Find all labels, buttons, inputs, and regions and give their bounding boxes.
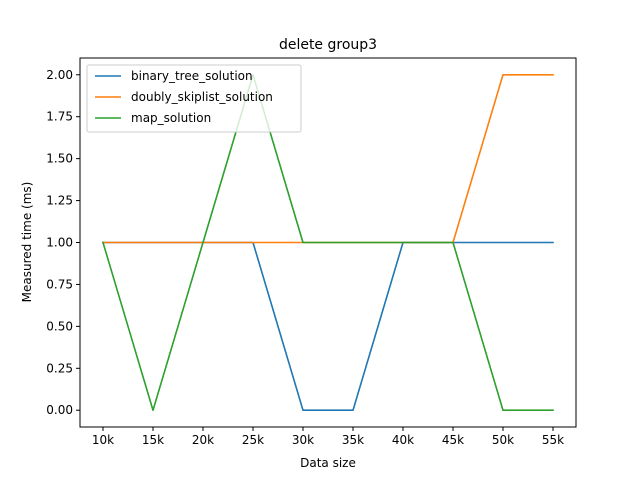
legend-label: binary_tree_solution	[131, 69, 253, 83]
series-layer	[102, 73, 554, 412]
y-tick-label: 0.00	[46, 403, 73, 417]
y-tick-label: 1.75	[46, 110, 73, 124]
series-line-map-solution	[102, 73, 554, 412]
y-tick-label: 0.25	[46, 361, 73, 375]
legend-label: map_solution	[131, 111, 211, 125]
legend: binary_tree_solution doubly_skiplist_solu…	[86, 64, 302, 133]
legend-frame	[86, 64, 302, 133]
x-tick-label: 50k	[492, 433, 514, 447]
x-tick-label: 35k	[342, 433, 364, 447]
y-tick-label: 1.00	[46, 236, 73, 250]
x-axis-ticks: 10k 15k 20k 25k 30k 35k 40k 45k 50k 55k	[92, 427, 564, 447]
y-tick-label: 2.00	[46, 68, 73, 82]
y-tick-label: 0.75	[46, 277, 73, 291]
x-tick-label: 15k	[142, 433, 164, 447]
legend-label: doubly_skiplist_solution	[131, 90, 273, 104]
x-tick-label: 10k	[92, 433, 114, 447]
x-tick-label: 45k	[442, 433, 464, 447]
y-axis-ticks: 0.00 0.25 0.50 0.75 1.00 1.25 1.50 1.75 2.00	[46, 68, 80, 417]
y-axis-title: Measured time (ms)	[20, 182, 34, 303]
x-axis-title: Data size	[300, 456, 356, 470]
y-tick-label: 1.25	[46, 194, 73, 208]
chart-title: delete group3	[279, 37, 377, 53]
x-tick-label: 55k	[542, 433, 564, 447]
x-tick-label: 20k	[192, 433, 214, 447]
x-tick-label: 25k	[242, 433, 264, 447]
y-tick-label: 1.50	[46, 152, 73, 166]
x-tick-label: 40k	[392, 433, 414, 447]
x-tick-label: 30k	[292, 433, 314, 447]
y-tick-label: 0.50	[46, 319, 73, 333]
